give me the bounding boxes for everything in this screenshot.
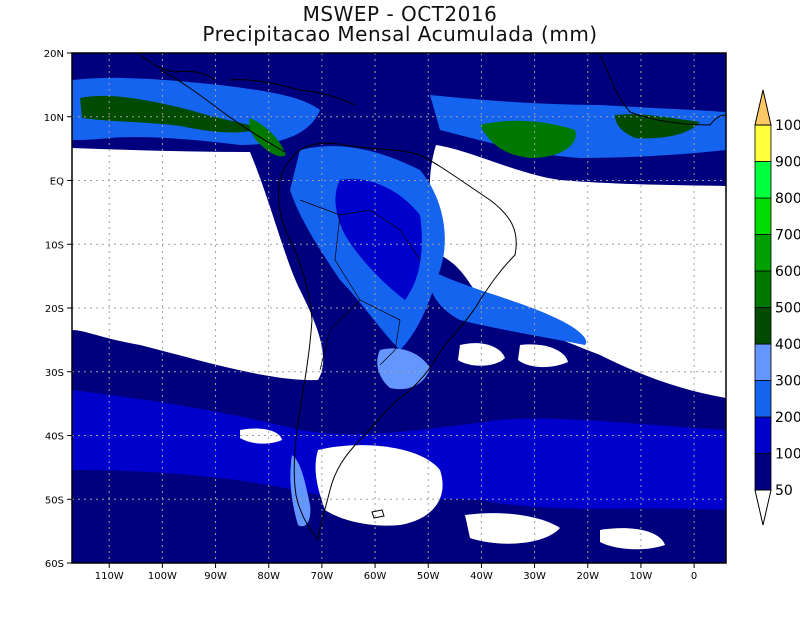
coastline-south-america	[277, 142, 517, 542]
y-tick-label: 60S	[45, 559, 64, 570]
colorbar-label: 900	[775, 155, 800, 171]
coastline-central-america	[159, 69, 286, 153]
field-amazon-core	[335, 179, 422, 300]
y-tick-label: 20S	[45, 304, 64, 315]
field-dry-patch-3	[465, 513, 560, 544]
y-tick-label: 40S	[45, 432, 64, 443]
map-grid	[72, 53, 726, 563]
x-tick-label: 0	[691, 571, 697, 582]
x-tick-label: 80W	[257, 571, 280, 582]
colorbar-label: 800	[775, 191, 800, 207]
colorbar: 50 100 200 300 400 500 600 700 800 900 100	[754, 89, 800, 526]
colorbar-box	[754, 234, 772, 272]
colorbar-min-triangle	[754, 489, 772, 526]
colorbar-box	[754, 161, 772, 199]
colorbar-max-triangle	[754, 89, 772, 126]
field-africa-wet	[615, 114, 700, 139]
colorbar-label: 200	[775, 410, 800, 426]
x-tick-label: 40W	[470, 571, 493, 582]
country-borders	[299, 199, 421, 371]
x-tick-label: 50W	[417, 571, 440, 582]
precipitation-field	[72, 53, 726, 563]
colorbar-box	[754, 343, 772, 381]
x-tick-label: 100W	[148, 571, 177, 582]
y-tick-label: 30S	[45, 368, 64, 379]
coastline-falklands	[371, 509, 385, 519]
colorbar-label: 50	[775, 483, 793, 499]
field-dry-patch-4	[600, 528, 665, 550]
field-dry-patch-5	[240, 428, 282, 444]
y-axis: 20N 10N EQ 10S 20S 30S 40S 50S 60S	[44, 49, 72, 570]
colorbar-box	[754, 270, 772, 308]
field-dry-patch-2	[518, 344, 568, 368]
colorbar-label: 500	[775, 301, 800, 317]
colorbar-box	[754, 380, 772, 418]
x-axis: 110W 100W 90W 80W 70W 60W 50W 40W 30W 20W 10W 0	[95, 563, 697, 582]
colorbar-label: 100	[775, 447, 800, 463]
x-tick-label: 110W	[95, 571, 124, 582]
field-sacz	[429, 270, 587, 345]
coastline-caribbean	[229, 79, 356, 106]
y-tick-label: 50S	[45, 495, 64, 506]
y-tick-label: 20N	[44, 49, 64, 60]
y-tick-label: 10N	[44, 113, 64, 124]
colorbar-box	[754, 124, 772, 162]
colorbar-label: 400	[775, 337, 800, 353]
x-tick-label: 90W	[204, 571, 227, 582]
field-dry-se-pacific	[72, 148, 324, 381]
x-tick-label: 70W	[311, 571, 334, 582]
colorbar-box	[754, 416, 772, 454]
colorbar-label: 600	[775, 264, 800, 280]
coastlines	[139, 54, 727, 542]
x-tick-label: 60W	[364, 571, 387, 582]
colorbar-box	[754, 453, 772, 491]
coastline-mexico	[139, 54, 216, 81]
y-tick-label: EQ	[50, 177, 64, 188]
field-itcz-pacific-wet	[80, 95, 260, 133]
field-laplata	[377, 348, 430, 390]
x-tick-label: 20W	[576, 571, 599, 582]
y-tick-label: 10S	[45, 240, 64, 251]
x-tick-label: 10W	[630, 571, 653, 582]
colorbar-label: 300	[775, 374, 800, 390]
colorbar-box	[754, 307, 772, 345]
chart-subtitle: Precipitacao Mensal Acumulada (mm)	[202, 22, 598, 46]
coastline-africa	[599, 54, 727, 126]
field-dry-atlantic	[429, 145, 726, 398]
field-itcz-atlantic-wet	[480, 120, 576, 158]
x-tick-label: 30W	[523, 571, 546, 582]
field-dry-patagonia	[315, 445, 443, 526]
colorbar-label: 100	[775, 118, 800, 134]
colorbar-box	[754, 197, 772, 235]
field-chile-wet	[290, 455, 311, 527]
chart-title: MSWEP - OCT2016	[302, 2, 498, 26]
colorbar-label: 700	[775, 228, 800, 244]
field-panama-wet	[249, 118, 286, 157]
